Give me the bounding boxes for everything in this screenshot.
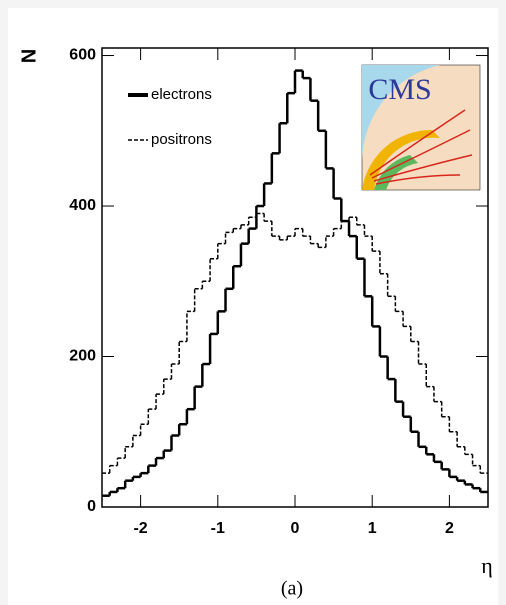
plot-frame (101, 47, 489, 508)
x-axis-label: η (481, 553, 493, 578)
y-tick-label: 200 (69, 348, 96, 365)
x-tick-label: 2 (445, 520, 454, 537)
legend-label: electrons (151, 86, 212, 103)
x-tick-label: -2 (133, 520, 147, 537)
y-tick-label: 400 (69, 197, 96, 214)
x-tick-label: 0 (291, 520, 300, 537)
logo-text: CMS (368, 73, 431, 106)
y-axis-label: N (18, 49, 40, 63)
y-tick-label: 0 (87, 498, 96, 515)
y-tick-label: 600 (69, 47, 96, 64)
x-tick-label: -1 (211, 520, 225, 537)
cms-logo: CMS (361, 64, 481, 191)
legend-label: positrons (151, 131, 212, 148)
x-tick-label: 1 (368, 520, 377, 537)
caption: (a) (281, 578, 303, 600)
